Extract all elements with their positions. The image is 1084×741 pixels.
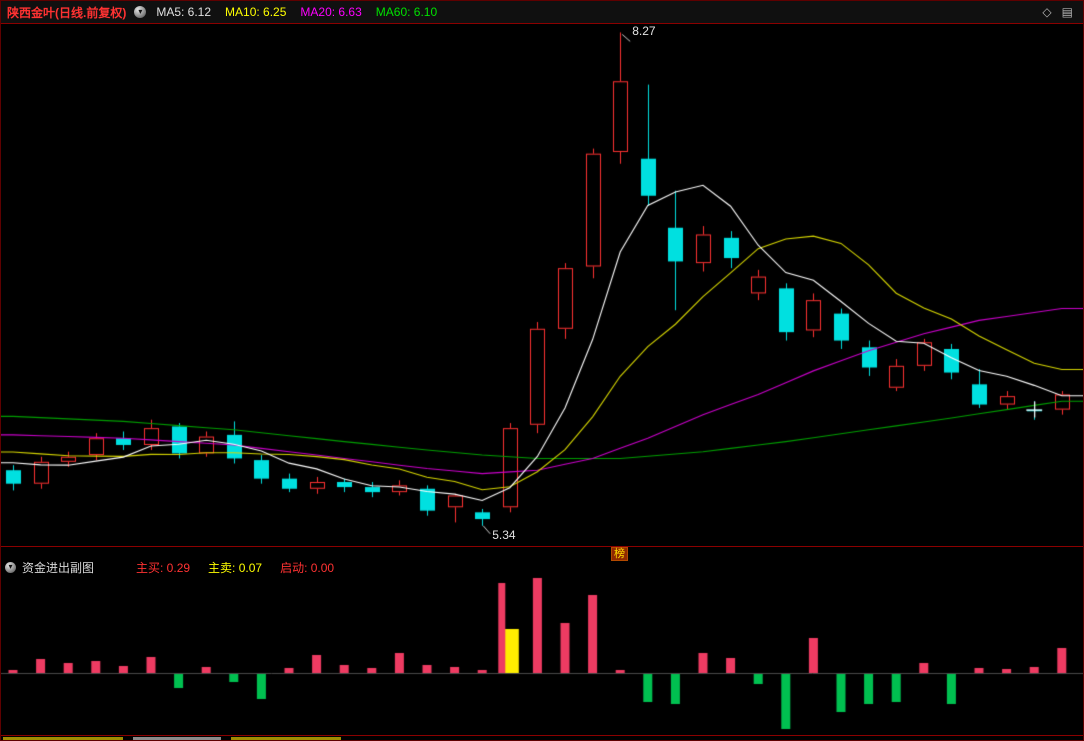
layout-icon[interactable]: ▤ xyxy=(1061,5,1073,19)
main-sell-value: 主卖: 0.07 xyxy=(208,561,263,575)
stock-dropdown-icon[interactable]: ▾ xyxy=(134,6,147,18)
subchart-title[interactable]: 资金进出副图 xyxy=(22,561,95,575)
main-price-chart[interactable] xyxy=(1,24,1083,546)
fund-flow-panel xyxy=(1,575,1083,735)
titlebar-right-icons: ◇ ▤ xyxy=(1042,5,1077,19)
time-axis-strip: 榜 xyxy=(1,547,1083,561)
rank-badge[interactable]: 榜 xyxy=(611,547,628,561)
clipped-text-fragment xyxy=(231,737,341,740)
main-chart-panel: 8.27 5.34 xyxy=(1,24,1083,547)
clipped-text-fragment xyxy=(3,737,123,740)
subchart-header: ▾ 资金进出副图 主买: 0.29 主卖: 0.07 启动: 0.00 xyxy=(1,560,1083,575)
ma20-indicator: MA20: 6.63 xyxy=(300,5,362,19)
clipped-text-fragment xyxy=(133,737,221,740)
ma10-indicator: MA10: 6.25 xyxy=(225,5,287,19)
indicator-dropdown-icon[interactable]: ▾ xyxy=(5,562,16,573)
clipped-panel-header xyxy=(1,735,1083,740)
diamond-icon[interactable]: ◇ xyxy=(1042,5,1052,19)
start-signal-value: 启动: 0.00 xyxy=(280,561,335,575)
fund-flow-chart[interactable] xyxy=(1,575,1083,735)
ma5-indicator: MA5: 6.12 xyxy=(156,5,212,19)
titlebar: 陕西金叶(日线.前复权) ▾ MA5: 6.12 MA10: 6.25 MA20… xyxy=(1,1,1083,24)
stock-title[interactable]: 陕西金叶(日线.前复权) xyxy=(7,5,127,20)
main-buy-value: 主买: 0.29 xyxy=(136,561,191,575)
ma60-indicator: MA60: 6.10 xyxy=(375,5,438,19)
